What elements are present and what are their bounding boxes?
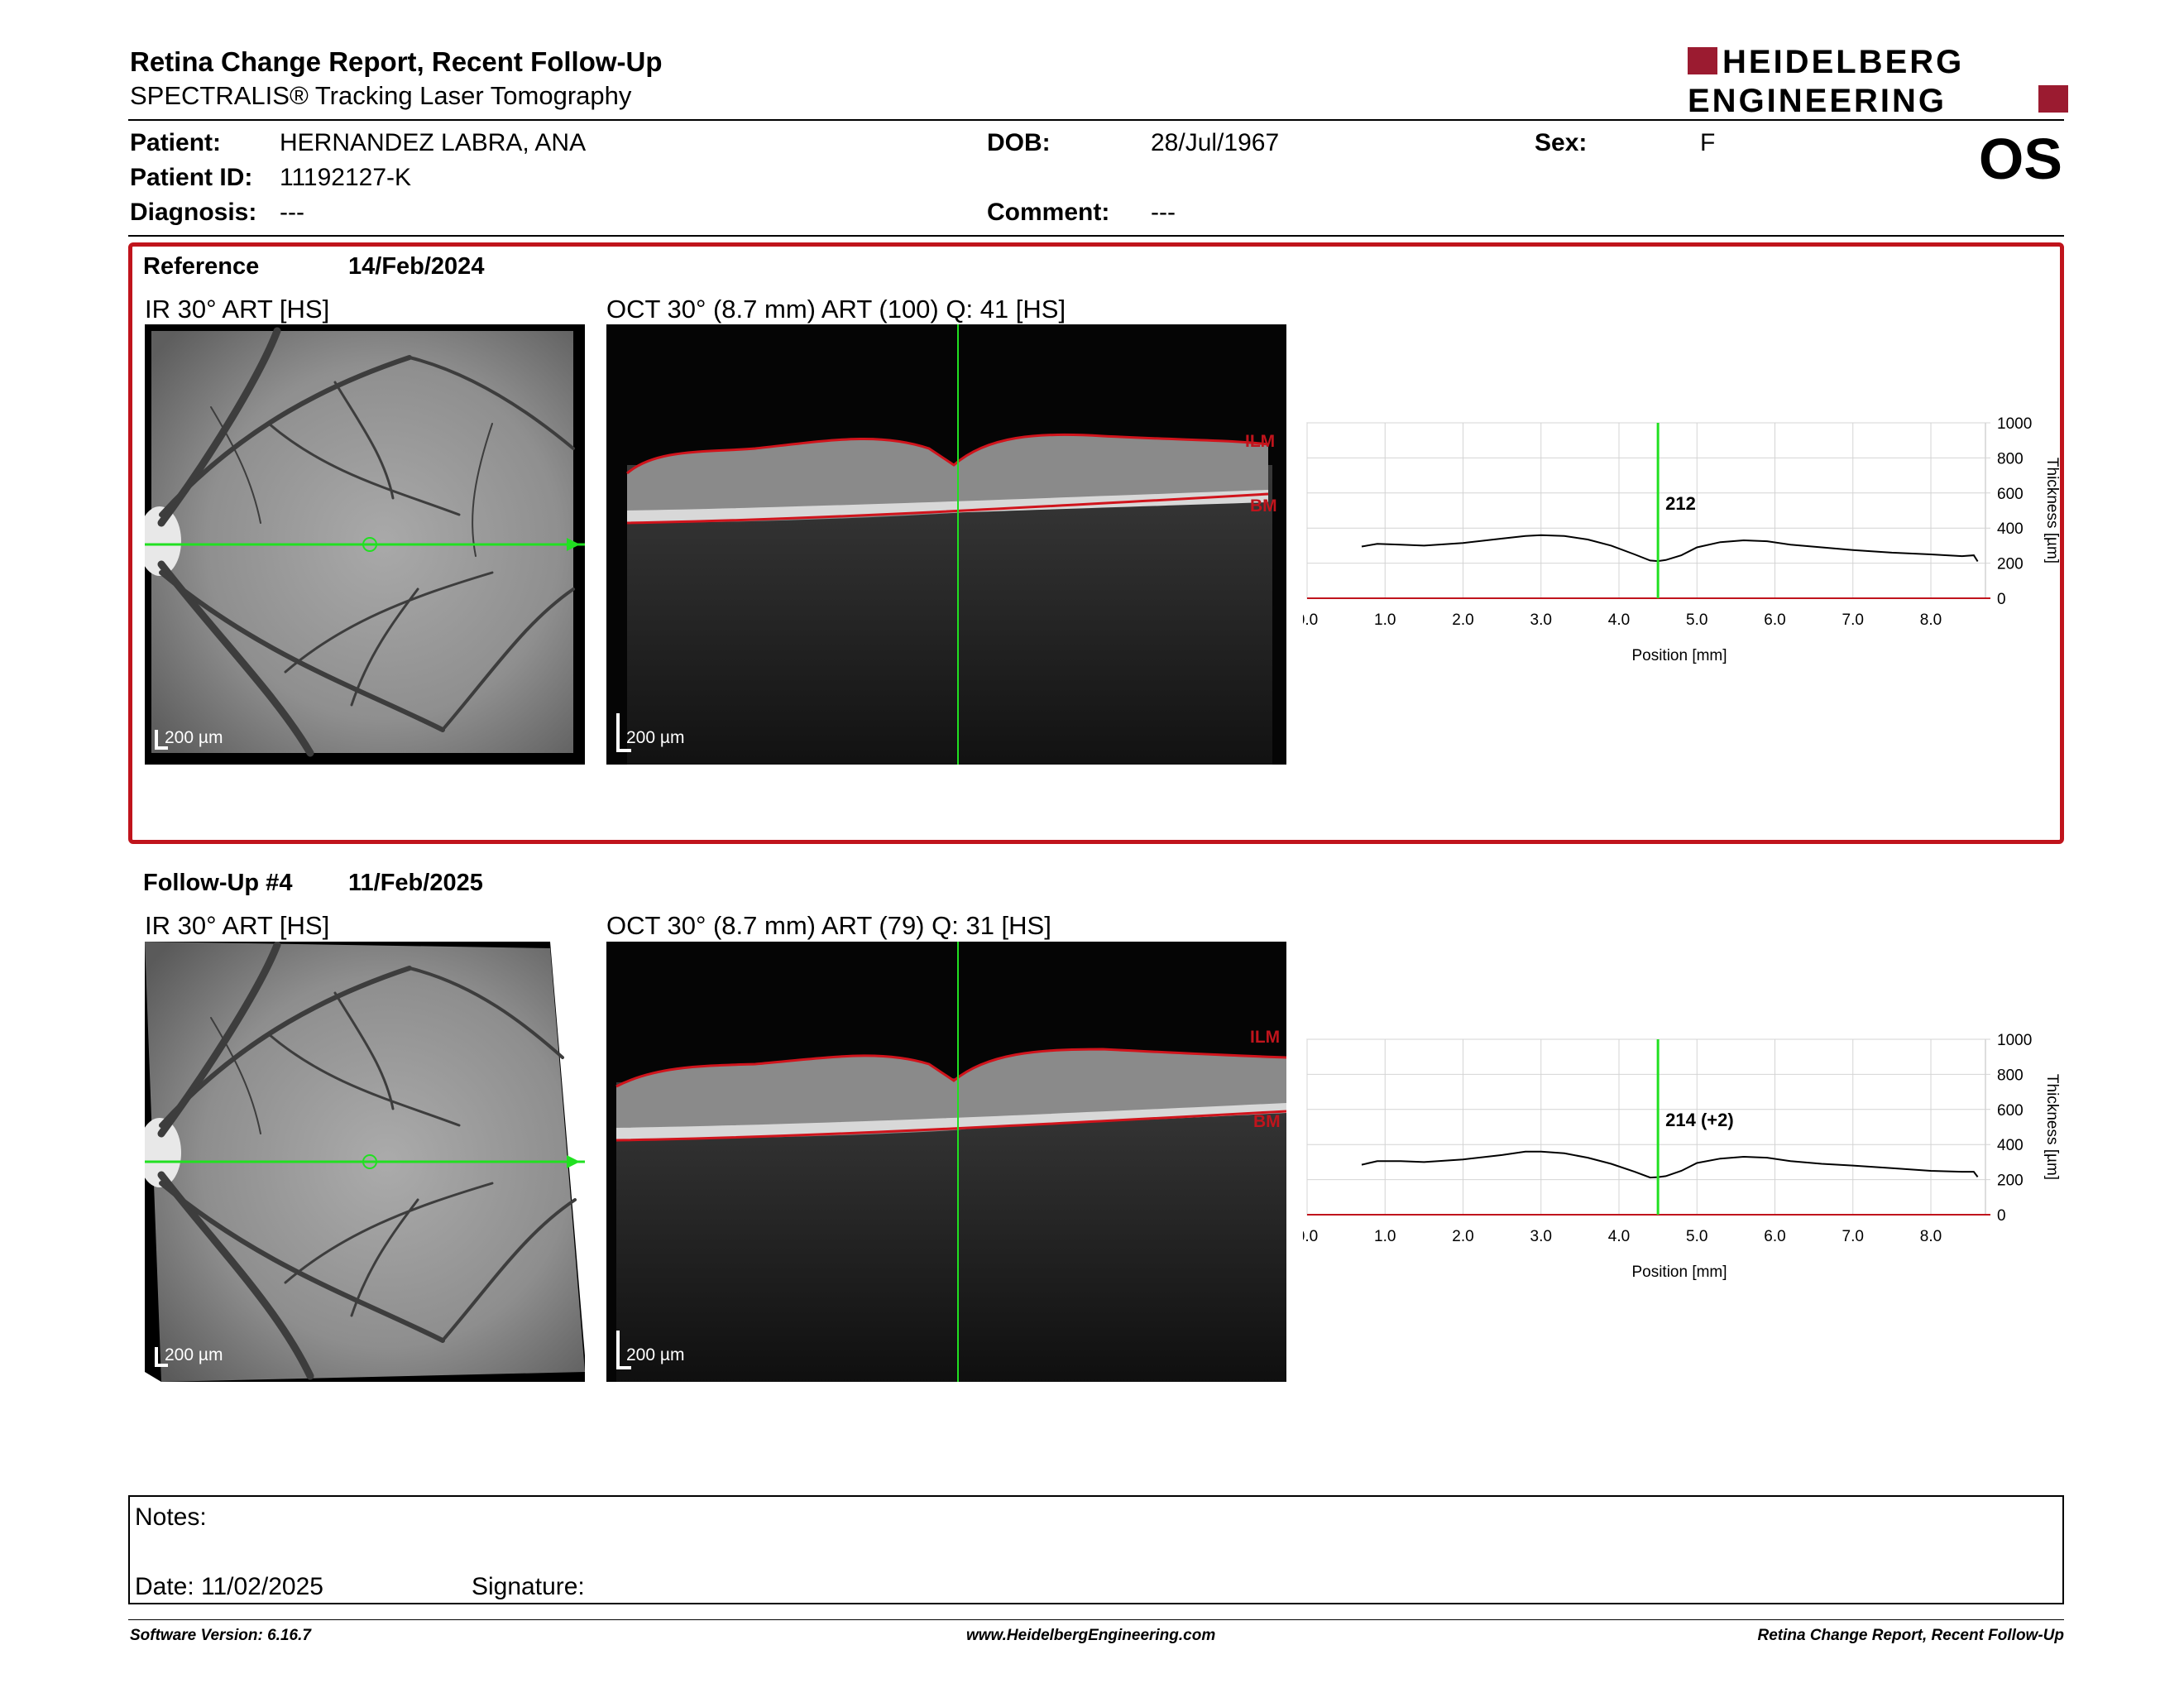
logo-square-top [1688, 47, 1717, 74]
followup-oct-caption: OCT 30° (8.7 mm) ART (79) Q: 31 [HS] [606, 911, 1051, 940]
heidelberg-logo: HEIDELBERG ENGINEERING [1688, 46, 2068, 118]
followup-chart-xtick: 2.0 [1452, 1228, 1473, 1245]
followup-chart-xtick: 5.0 [1686, 1228, 1707, 1245]
patient-id-value: 11192127-K [280, 164, 412, 191]
reference-oct-caption: OCT 30° (8.7 mm) ART (100) Q: 41 [HS] [606, 295, 1066, 324]
reference-chart-frame [1306, 422, 1986, 599]
followup-oct-graphic: ILM BM [615, 942, 1286, 1382]
patient-name: HERNANDEZ LABRA, ANA [280, 129, 587, 156]
sex-label: Sex: [1535, 129, 1588, 156]
reference-chart-ylabel: Thickness [µm] [2043, 458, 2061, 563]
followup-ilm-label: ILM [1250, 1028, 1280, 1047]
reference-fundus-graphic [145, 327, 585, 757]
followup-chart-ytick: 200 [1997, 1172, 2024, 1190]
reference-chart-ytick: 400 [1997, 520, 2024, 538]
header-divider [128, 119, 2064, 121]
reference-chart-xtick: 2.0 [1452, 611, 1473, 629]
reference-chart-ytick: 600 [1997, 486, 2024, 503]
reference-oct-bscan[interactable]: ILM BM 200 µm [606, 324, 1286, 765]
followup-chart-xtick: 4.0 [1608, 1228, 1630, 1245]
followup-chart-xtick: 3.0 [1530, 1228, 1552, 1245]
footer-divider [128, 1619, 2064, 1620]
reference-chart-ytick: 800 [1997, 450, 2024, 468]
reference-label: Reference [143, 253, 260, 280]
reference-frame [128, 242, 2064, 844]
reference-oct-graphic: ILM BM [616, 324, 1277, 765]
reference-thickness-chart: 212 0.0 1.0 2.0 3.0 4.0 5.0 6.0 7.0 8.0 0 200 400 6… [1303, 415, 2061, 664]
comment-value: --- [1151, 199, 1176, 226]
patient-divider [128, 235, 2064, 237]
reference-chart-xtick: 8.0 [1920, 611, 1942, 629]
logo-text-top: HEIDELBERG [1722, 46, 1964, 80]
followup-thickness-chart: 214 (+2) 0.0 1.0 2.0 3.0 4.0 5.0 6.0 7.0 8.0 0 20… [1303, 1032, 2061, 1281]
report-title: Retina Change Report, Recent Follow-Up [130, 46, 663, 77]
reference-chart-xlabel: Position [mm] [1631, 647, 1727, 664]
followup-chart-ytick: 1000 [1997, 1032, 2032, 1049]
followup-chart-ytick: 0 [1997, 1207, 2006, 1225]
diagnosis-label: Diagnosis: [130, 199, 257, 226]
reference-bm-label: BM [1250, 496, 1277, 516]
followup-chart-xtick: 7.0 [1842, 1228, 1864, 1245]
patient-id-label: Patient ID: [130, 164, 253, 191]
followup-ir-fundus-image[interactable]: 200 µm [145, 942, 585, 1382]
software-version: Software Version: 6.16.7 [130, 1627, 311, 1644]
signature-label: Signature: [472, 1573, 585, 1600]
reference-chart-xtick: 1.0 [1374, 611, 1396, 629]
followup-cursor-value: 214 (+2) [1665, 1110, 1734, 1130]
reference-ir-fundus-image[interactable]: 200 µm [145, 324, 585, 765]
reference-oct-scale-bar: 200 µm [626, 728, 685, 747]
reference-thickness-line [1361, 534, 1979, 563]
followup-chart-frame [1306, 1038, 1986, 1216]
comment-label: Comment: [987, 199, 1110, 226]
sex-value: F [1700, 129, 1716, 156]
followup-ir-scale-bar: 200 µm [165, 1345, 223, 1364]
followup-oct-bscan[interactable]: ILM BM 200 µm [606, 942, 1286, 1382]
followup-chart-xlabel: Position [mm] [1631, 1264, 1727, 1281]
followup-chart-ytick: 600 [1997, 1102, 2024, 1120]
followup-label: Follow-Up #4 [143, 870, 293, 896]
logo-square-bottom [2038, 85, 2068, 113]
followup-chart-xtick: 0.0 [1303, 1228, 1318, 1245]
reference-ir-caption: IR 30° ART [HS] [145, 295, 330, 324]
notes-date: Date: 11/02/2025 [135, 1573, 323, 1600]
website-link[interactable]: www.HeidelbergEngineering.com [966, 1627, 1216, 1644]
followup-chart-ytick: 400 [1997, 1137, 2024, 1154]
reference-chart-xtick: 6.0 [1764, 611, 1785, 629]
followup-bm-label: BM [1253, 1112, 1281, 1131]
report-subtitle: SPECTRALIS® Tracking Laser Tomography [130, 81, 632, 110]
reference-cursor-value: 212 [1665, 493, 1696, 514]
reference-chart-xtick: 0.0 [1303, 611, 1318, 629]
reference-chart-ytick: 0 [1997, 591, 2006, 608]
reference-chart-xtick: 5.0 [1686, 611, 1707, 629]
logo-text-bottom: ENGINEERING [1688, 83, 1947, 118]
followup-fundus-graphic [145, 942, 585, 1382]
reference-ilm-label: ILM [1245, 432, 1275, 451]
followup-chart-ytick: 800 [1997, 1067, 2024, 1084]
reference-chart-xtick: 3.0 [1530, 611, 1552, 629]
dob-value: 28/Jul/1967 [1151, 129, 1280, 156]
dob-label: DOB: [987, 129, 1051, 156]
followup-thickness-line [1361, 1150, 1979, 1179]
followup-chart-ylabel: Thickness [µm] [2043, 1074, 2061, 1180]
followup-date: 11/Feb/2025 [348, 870, 483, 896]
notes-label: Notes: [135, 1503, 207, 1531]
footer-report-name: Retina Change Report, Recent Follow-Up [1757, 1627, 2064, 1644]
reference-chart-ytick: 200 [1997, 556, 2024, 573]
followup-chart-xtick: 6.0 [1764, 1228, 1785, 1245]
followup-chart-xtick: 1.0 [1374, 1228, 1396, 1245]
notes-box[interactable]: Notes: Date: 11/02/2025 Signature: [128, 1495, 2064, 1604]
reference-date: 14/Feb/2024 [348, 253, 485, 280]
reference-ir-scale-bar: 200 µm [165, 728, 223, 747]
reference-chart-ytick: 1000 [1997, 415, 2032, 433]
followup-ir-caption: IR 30° ART [HS] [145, 911, 330, 940]
diagnosis-value: --- [280, 199, 304, 226]
reference-chart-xtick: 4.0 [1608, 611, 1630, 629]
followup-chart-xtick: 8.0 [1920, 1228, 1942, 1245]
reference-chart-xtick: 7.0 [1842, 611, 1864, 629]
followup-oct-scale-bar: 200 µm [626, 1345, 685, 1364]
patient-label: Patient: [130, 129, 222, 156]
eye-indicator: OS [1978, 127, 2062, 191]
